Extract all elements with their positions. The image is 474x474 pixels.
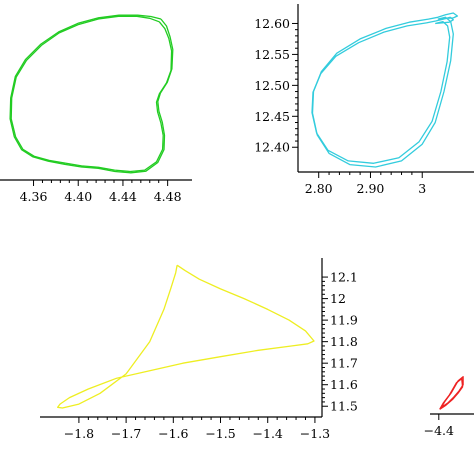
x-tick-label: −1.5	[205, 426, 235, 441]
series-line-1	[57, 264, 315, 409]
y-tick-label: 12.45	[254, 109, 290, 124]
series-line-1	[311, 12, 459, 168]
x-tick-label: 4.48	[154, 189, 182, 204]
y-tick-label: 12.50	[254, 78, 290, 93]
series-line-2	[311, 16, 454, 164]
x-tick-label: −1.3	[300, 426, 330, 441]
chart-panel-4: −4.4	[424, 376, 474, 438]
x-tick-label: 4.40	[64, 189, 92, 204]
x-tick-label: −1.6	[158, 426, 188, 441]
x-tick-label: −1.8	[64, 426, 94, 441]
x-tick-label: 4.36	[20, 189, 48, 204]
y-tick-label: 11.5	[330, 399, 358, 414]
series-line-1	[10, 15, 173, 173]
x-tick-label: 4.44	[109, 189, 137, 204]
x-tick-label: −1.4	[253, 426, 283, 441]
x-tick-label: −4.4	[424, 423, 454, 438]
y-tick-label: 11.6	[330, 377, 358, 392]
y-tick-label: 11.9	[330, 313, 358, 328]
chart-panel-1: 4.36 4.40 4.44 4.48	[0, 14, 192, 204]
y-tick-label: 12.1	[330, 270, 358, 285]
y-tick-label: 12.55	[254, 47, 290, 62]
x-tick-label: −1.7	[111, 426, 141, 441]
y-tick-label: 12	[330, 291, 346, 306]
x-tick-label: 2.90	[357, 181, 385, 196]
y-tick-label: 11.7	[330, 356, 358, 371]
y-tick-label: 11.8	[330, 334, 358, 349]
y-tick-label: 12.40	[254, 140, 290, 155]
y-tick-label: 12.60	[254, 16, 290, 31]
chart-panel-3: −1.8 −1.7 −1.6 −1.5 −1.4 −1.311.5 11.6 11.7 11.8…	[40, 258, 358, 441]
x-tick-label: 3	[418, 181, 426, 196]
chart-panel-2: 2.80 2.90 3 12.40 12.45 12.50 12.55 12.60	[254, 4, 474, 196]
series-line-2	[440, 376, 464, 408]
series-line-2	[9, 14, 174, 174]
x-tick-label: 2.80	[305, 181, 333, 196]
